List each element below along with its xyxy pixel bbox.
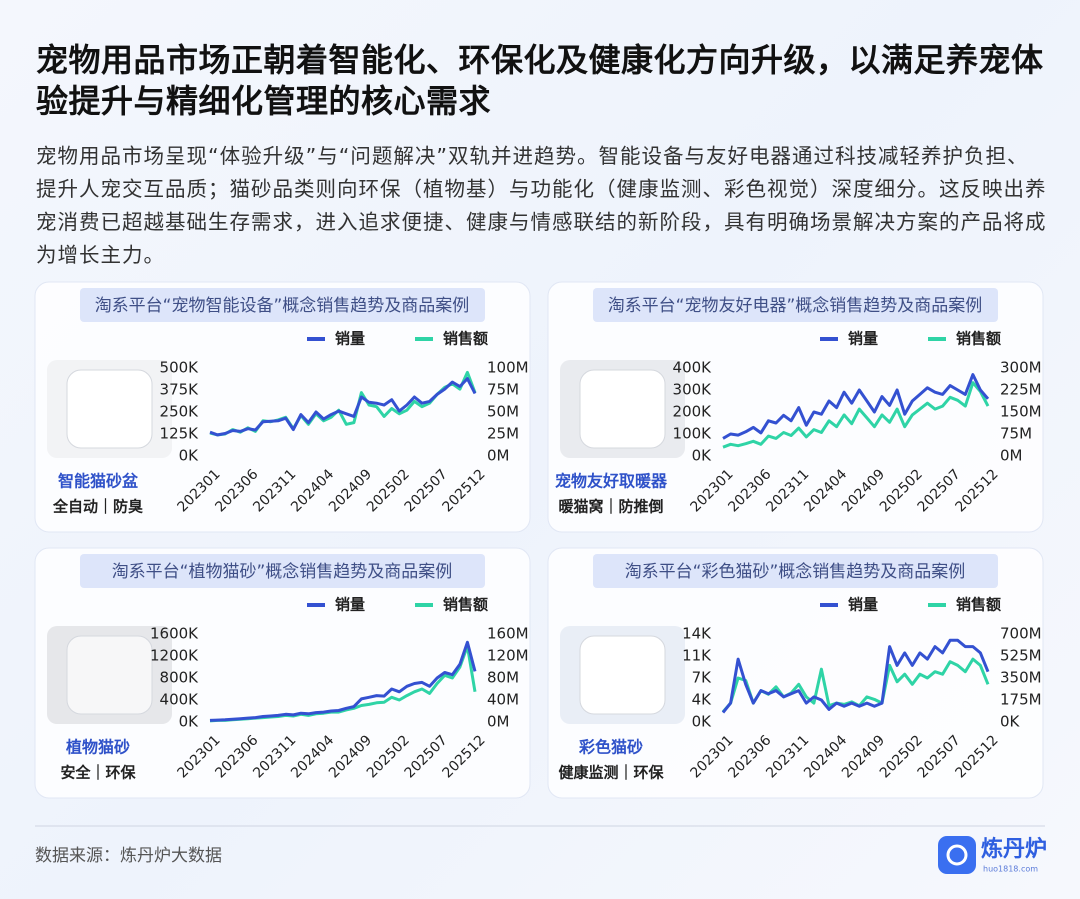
legend-label: 销售额 bbox=[956, 330, 1001, 348]
card-title: 淘系平台“宠物智能设备”概念销售趋势及商品案例 bbox=[95, 295, 470, 316]
logo-glyph bbox=[946, 844, 968, 866]
series-line bbox=[722, 373, 990, 440]
y-tick-label: 250K bbox=[160, 403, 200, 421]
legend-label: 销量 bbox=[335, 330, 365, 348]
product-tags: 暖猫窝｜防推倒 bbox=[558, 498, 663, 516]
card-title: 淘系平台“植物猫砂”概念销售趋势及商品案例 bbox=[112, 561, 453, 582]
y-tick-label: 0K bbox=[692, 713, 713, 731]
y2-tick-label: 150M bbox=[1000, 403, 1042, 421]
y-tick-label: 400K bbox=[673, 359, 713, 377]
card bbox=[34, 281, 531, 533]
card bbox=[547, 547, 1044, 799]
product-name: 植物猫砂 bbox=[65, 738, 130, 757]
y-tick-label: 800K bbox=[160, 669, 200, 687]
y-tick-label: 300K bbox=[673, 381, 713, 399]
y2-tick-label: 100M bbox=[487, 359, 529, 377]
y-tick-label: 125K bbox=[160, 425, 200, 443]
legend-label: 销量 bbox=[335, 596, 365, 614]
y-tick-label: 7K bbox=[692, 669, 713, 687]
y2-tick-label: 700M bbox=[1000, 625, 1042, 643]
y-tick-label: 0K bbox=[179, 447, 200, 465]
card bbox=[547, 281, 1044, 533]
y2-tick-label: 75M bbox=[1000, 425, 1032, 443]
series-line bbox=[722, 381, 990, 449]
legend-label: 销量 bbox=[848, 596, 878, 614]
product-name: 宠物友好取暖器 bbox=[555, 472, 668, 491]
y2-tick-label: 25M bbox=[487, 425, 519, 443]
card-title-bg bbox=[593, 288, 998, 322]
y-tick-label: 1600K bbox=[150, 625, 199, 643]
logo-text: 炼丹炉 bbox=[981, 836, 1047, 862]
card-title: 淘系平台“彩色猫砂”概念销售趋势及商品案例 bbox=[625, 561, 966, 582]
y2-tick-label: 160M bbox=[487, 625, 529, 643]
data-source: 数据来源：炼丹炉大数据 bbox=[35, 846, 222, 866]
y2-tick-label: 120M bbox=[487, 647, 529, 665]
y2-tick-label: 75M bbox=[487, 381, 519, 399]
product-image-detail bbox=[579, 635, 666, 715]
card-title-bg bbox=[593, 554, 998, 588]
product-name: 彩色猫砂 bbox=[578, 738, 643, 757]
y-tick-label: 11K bbox=[682, 647, 712, 665]
y2-tick-label: 0M bbox=[487, 447, 510, 465]
y-tick-label: 14K bbox=[682, 625, 712, 643]
series-line bbox=[209, 640, 477, 722]
legend-label: 销售额 bbox=[443, 330, 488, 348]
y2-tick-label: 80M bbox=[487, 669, 519, 687]
y2-tick-label: 175M bbox=[1000, 691, 1042, 709]
product-name: 智能猫砂盆 bbox=[58, 472, 139, 491]
logo-url: huo1818.com bbox=[983, 865, 1038, 874]
y2-tick-label: 0M bbox=[1000, 447, 1023, 465]
y2-tick-label: 525M bbox=[1000, 647, 1042, 665]
y2-tick-label: 0K bbox=[1000, 713, 1021, 731]
y-tick-label: 0K bbox=[692, 447, 713, 465]
y2-tick-label: 40M bbox=[487, 691, 519, 709]
logo-icon bbox=[938, 836, 976, 874]
card-title: 淘系平台“宠物友好电器”概念销售趋势及商品案例 bbox=[608, 295, 983, 316]
product-image-detail bbox=[579, 369, 666, 449]
legend-label: 销量 bbox=[848, 330, 878, 348]
product-image-detail bbox=[66, 635, 153, 715]
product-tags: 安全｜环保 bbox=[60, 764, 136, 782]
y2-tick-label: 50M bbox=[487, 403, 519, 421]
y2-tick-label: 225M bbox=[1000, 381, 1042, 399]
card-title-bg bbox=[80, 288, 485, 322]
y2-tick-label: 300M bbox=[1000, 359, 1042, 377]
series-line bbox=[209, 377, 477, 437]
y2-tick-label: 350M bbox=[1000, 669, 1042, 687]
legend-label: 销售额 bbox=[443, 596, 488, 614]
card bbox=[34, 547, 531, 799]
y-tick-label: 200K bbox=[673, 403, 713, 421]
product-tags: 健康监测｜环保 bbox=[558, 764, 664, 782]
legend-label: 销售额 bbox=[956, 596, 1001, 614]
page-description: 宠物用品市场呈现“体验升级”与“问题解决”双轨并进趋势。智能设备与友好电器通过科… bbox=[36, 144, 1047, 267]
card-title-bg bbox=[80, 554, 485, 588]
y-tick-label: 500K bbox=[160, 359, 200, 377]
series-line bbox=[721, 638, 990, 714]
y-tick-label: 4K bbox=[692, 691, 713, 709]
y-tick-label: 0K bbox=[179, 713, 200, 731]
product-image-detail bbox=[66, 369, 153, 449]
y-tick-label: 375K bbox=[160, 381, 200, 399]
y-tick-label: 100K bbox=[673, 425, 713, 443]
page-title: 宠物用品市场正朝着智能化、环保化及健康化方向升级，以满足养宠体验提升与精细化管理… bbox=[36, 41, 1044, 120]
product-tags: 全自动｜防臭 bbox=[52, 498, 143, 516]
y2-tick-label: 0M bbox=[487, 713, 510, 731]
y-tick-label: 400K bbox=[160, 691, 200, 709]
y-tick-label: 1200K bbox=[150, 647, 199, 665]
